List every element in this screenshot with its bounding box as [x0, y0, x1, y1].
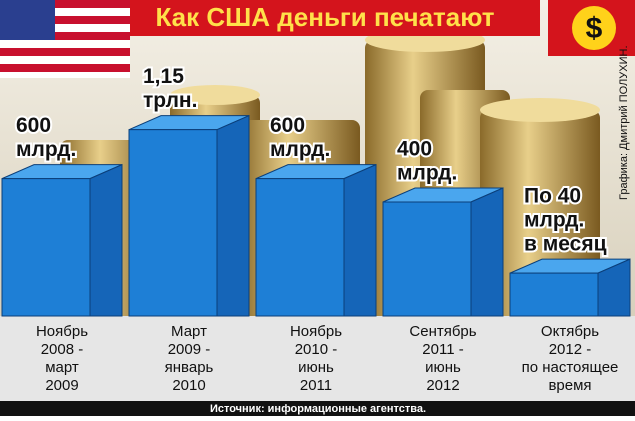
bar-side — [343, 163, 377, 317]
x-tick-label: 2011 - — [422, 341, 463, 358]
source-bar — [0, 401, 635, 416]
x-tick-label: 2009 - — [168, 341, 211, 358]
title-banner — [110, 0, 540, 36]
x-tick-label: Сентябрь — [409, 323, 476, 340]
us-flag — [0, 0, 130, 78]
x-tick-label: 2011 — [300, 377, 332, 394]
x-tick-label: по настоящее — [522, 359, 619, 376]
bar — [382, 201, 472, 317]
label-strip — [0, 316, 635, 402]
value-label: 600 — [16, 114, 51, 137]
bar-side — [89, 163, 123, 317]
value-label: 1,15 — [143, 65, 184, 88]
x-tick-label: время — [548, 377, 591, 394]
value-label: трлн. — [143, 89, 197, 112]
source: Источник: информационные агентства. — [210, 403, 426, 415]
bar — [255, 178, 345, 317]
x-tick-label: 2012 - — [549, 341, 592, 358]
value-label: млрд. — [524, 209, 584, 232]
value-label: млрд. — [16, 138, 76, 161]
x-tick-label: Октябрь — [541, 323, 599, 340]
value-label: в месяц — [524, 233, 607, 256]
x-tick-label: Март — [171, 323, 207, 340]
x-tick-label: 2009 — [45, 377, 78, 394]
credit: Графика: Дмитрий ПОЛУХИН. — [618, 46, 630, 201]
x-tick-label: 2008 - — [41, 341, 84, 358]
x-tick-label: январь — [165, 359, 214, 376]
chart-title: Как США деньги печатают — [155, 2, 494, 32]
x-tick-label: июнь — [425, 359, 461, 376]
x-tick-label: март — [45, 359, 79, 376]
value-label: По 40 — [524, 185, 581, 208]
bar — [128, 129, 218, 317]
x-tick-label: 2010 - — [295, 341, 338, 358]
value-label: 600 — [270, 114, 305, 137]
value-label: 400 — [397, 138, 432, 161]
bar — [509, 272, 599, 317]
bar — [1, 178, 91, 317]
x-tick-label: 2012 — [426, 377, 459, 394]
value-label: млрд. — [397, 162, 457, 185]
x-tick-label: Ноябрь — [290, 323, 342, 340]
svg-text:$: $ — [586, 12, 603, 45]
bar-side — [470, 187, 504, 317]
x-tick-label: 2010 — [172, 377, 205, 394]
x-tick-label: Ноябрь — [36, 323, 88, 340]
dollar-icon: $ — [548, 0, 635, 56]
x-tick-label: июнь — [298, 359, 334, 376]
value-label: млрд. — [270, 138, 330, 161]
bar-side — [216, 114, 250, 317]
